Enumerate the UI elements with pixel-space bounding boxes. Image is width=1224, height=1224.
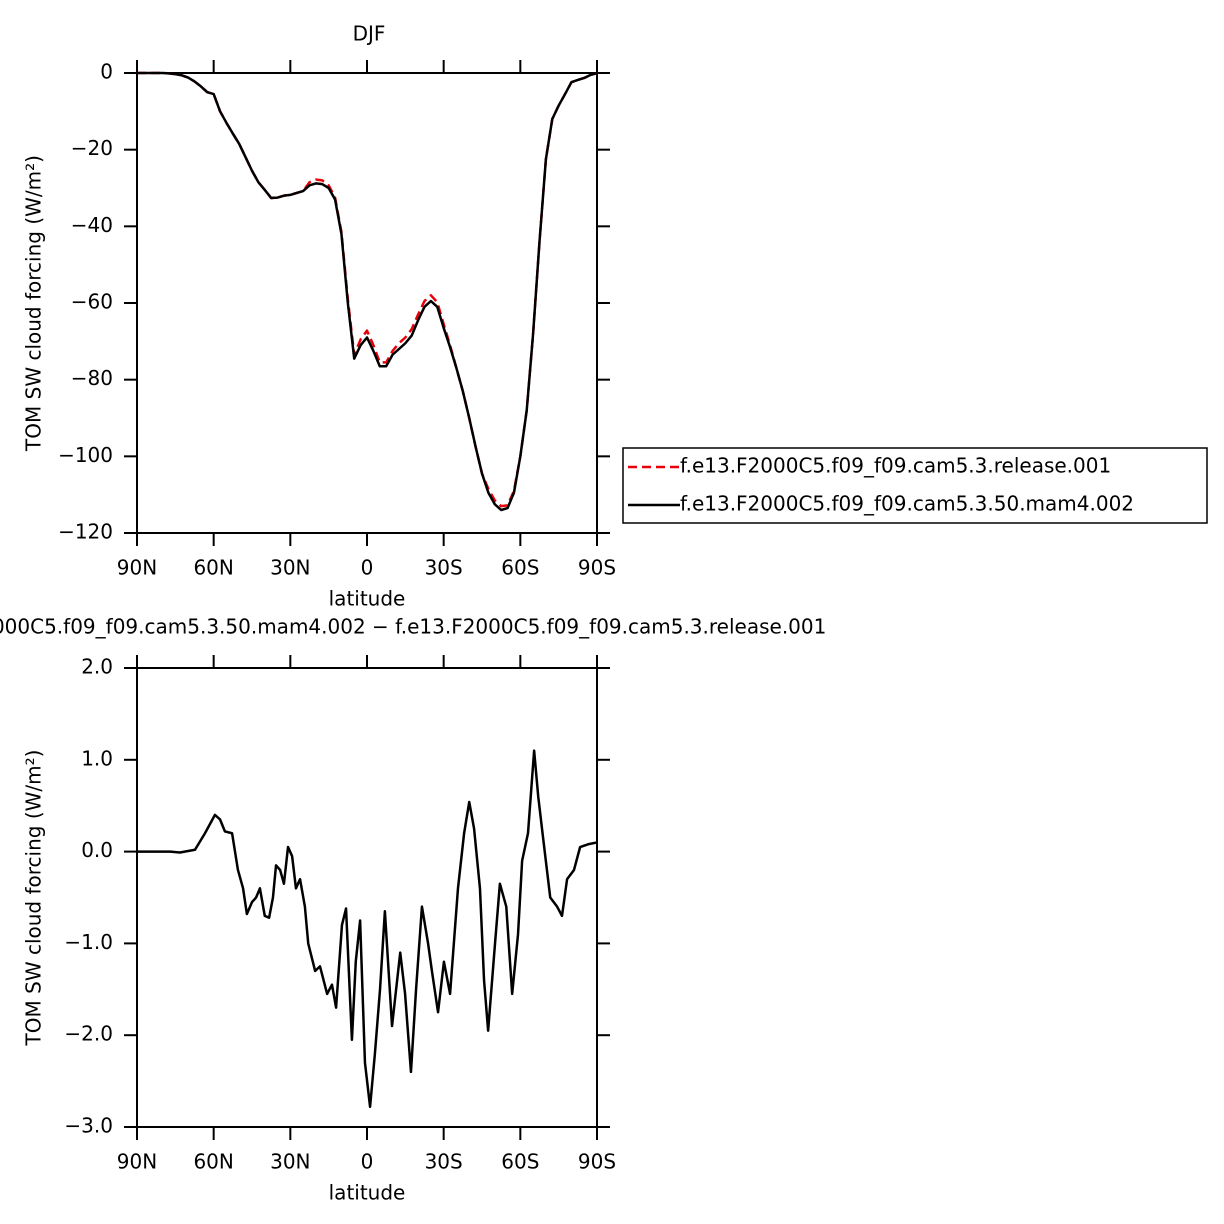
x-tick-label: 90N [117,1150,157,1174]
y-tick-label: 0.0 [81,838,113,862]
y-axis-label: TOM SW cloud forcing (W/m²) [22,155,46,452]
x-tick-label: 30N [270,1150,310,1174]
x-tick-label: 60N [193,556,233,580]
y-tick-label: 2.0 [81,655,113,679]
x-tick-label: 60S [501,1150,539,1174]
x-tick-label: 90S [578,556,616,580]
x-tick-label: 30S [425,556,463,580]
x-tick-label: 60S [501,556,539,580]
y-tick-label: −1.0 [64,930,113,954]
chart-title: f.e13.F2000C5.f09_f09.cam5.3.50.mam4.002… [0,615,826,639]
plot-frame [136,72,598,534]
plot-frame [136,667,598,1128]
y-tick-label: 0 [100,60,113,84]
y-tick-label: −80 [71,366,113,390]
y-tick-label: −60 [71,290,113,314]
y-tick-label: 1.0 [81,746,113,770]
line-series [137,71,598,512]
y-tick-label: −100 [58,443,113,467]
x-tick-label: 0 [361,1150,374,1174]
x-tick-label: 30N [270,556,310,580]
x-tick-label: 0 [361,556,374,580]
x-tick-label: 30S [425,1150,463,1174]
x-tick-label: 90N [117,556,157,580]
x-axis-label: latitude [329,1181,406,1205]
y-tick-label: −40 [71,213,113,237]
y-tick-label: −3.0 [64,1114,113,1138]
legend-label: f.e13.F2000C5.f09_f09.cam5.3.50.mam4.002 [680,492,1134,516]
x-tick-label: 90S [578,1150,616,1174]
y-tick-label: −2.0 [64,1022,113,1046]
chart-title: DJF [353,22,386,46]
line-series [137,749,598,1109]
legend-box [622,447,1208,524]
x-tick-label: 60N [193,1150,233,1174]
x-axis-label: latitude [329,587,406,611]
line-series [137,71,598,508]
y-tick-label: −120 [58,520,113,544]
y-axis-label: TOM SW cloud forcing (W/m²) [22,750,46,1047]
y-tick-label: −20 [71,136,113,160]
legend-label: f.e13.F2000C5.f09_f09.cam5.3.release.001 [680,454,1111,478]
